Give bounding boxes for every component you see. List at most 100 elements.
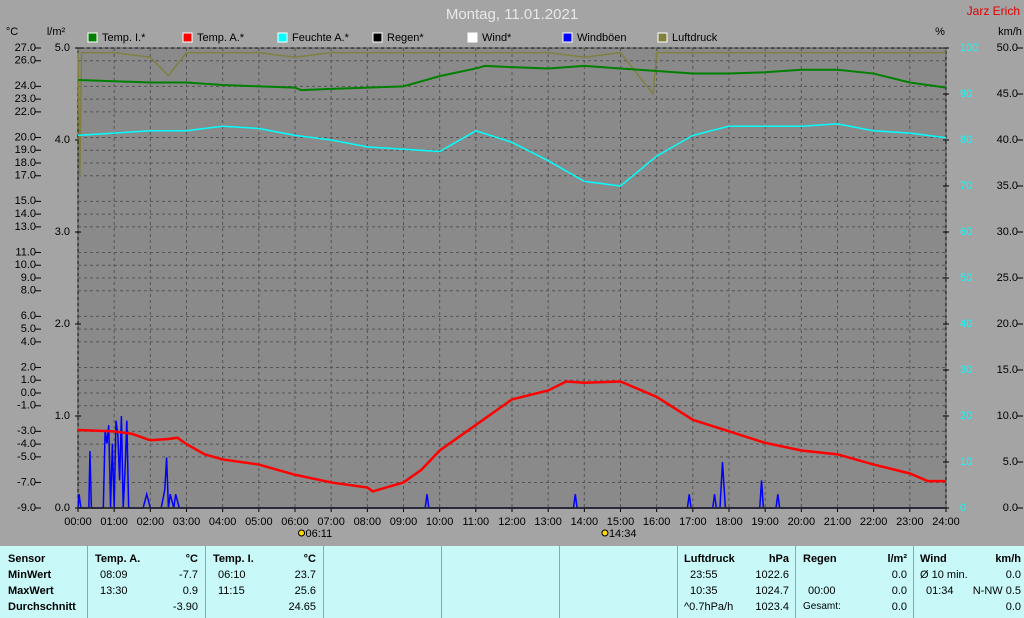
x-tick-label: 06:00 <box>281 516 309 528</box>
y-tick-label: 100 <box>960 42 978 54</box>
legend-swatch <box>372 32 383 43</box>
cell: Ø 10 min. <box>920 569 968 581</box>
x-tick-label: 19:00 <box>751 516 779 528</box>
y-tick-label: 0.0 <box>1003 502 1018 514</box>
x-tick-label: 18:00 <box>715 516 743 528</box>
y-tick-label: -7.0 <box>17 476 36 488</box>
series-line <box>77 51 946 177</box>
y-tick-label: 20.0 <box>15 131 36 143</box>
y-tick-label: 3.0 <box>55 226 70 238</box>
cell: MaxWert <box>8 585 54 597</box>
y-tick-label: 35.0 <box>997 180 1018 192</box>
cell: km/h <box>995 553 1021 565</box>
y-tick-label: 23.0 <box>15 93 36 105</box>
y-tick-label: 9.0 <box>21 272 36 284</box>
x-tick-label: 07:00 <box>317 516 345 528</box>
x-tick-label: 04:00 <box>209 516 237 528</box>
cell: 0.0 <box>891 569 907 581</box>
y-tick-label: 10.0 <box>997 410 1018 422</box>
cell: 10:35 <box>690 585 718 597</box>
cell: 0.0 <box>891 585 907 597</box>
series-line <box>77 123 947 187</box>
y-tick-label: 1.0 <box>21 374 36 386</box>
y-tick-label: 5.0 <box>21 323 36 335</box>
y-tick-label: 24.0 <box>15 80 36 92</box>
y-tick-label: -4.0 <box>17 438 36 450</box>
cell: N-NW 0.5 <box>972 585 1021 597</box>
x-tick-label: 13:00 <box>534 516 562 528</box>
separator <box>441 546 442 618</box>
cell: 23:55 <box>690 569 718 581</box>
y-tick-label: 1.0 <box>55 410 70 422</box>
separator <box>559 546 560 618</box>
cell: 08:09 <box>100 569 128 581</box>
y-tick-label: 50 <box>960 272 972 284</box>
y-tick-label: 15.0 <box>997 364 1018 376</box>
legend-swatch <box>657 32 668 43</box>
y-tick-label: 18.0 <box>15 157 36 169</box>
legend-swatch <box>87 32 98 43</box>
cell: °C <box>185 553 198 565</box>
chart: Montag, 11.01.2021 Jarz Erich 00:00 01:00… <box>5 4 1023 540</box>
x-tick-label: 10:00 <box>426 516 454 528</box>
y-tick-label: 15.0 <box>15 195 36 207</box>
y-tick-label: 0.0 <box>55 502 70 514</box>
y-tick-label: 40.0 <box>997 134 1018 146</box>
y-axis-label: °C <box>6 26 18 38</box>
cell: -7.7 <box>179 569 198 581</box>
sun-marker <box>298 529 306 537</box>
y-tick-label: 90 <box>960 88 972 100</box>
y-tick-label: -1.0 <box>17 400 36 412</box>
x-tick-label: 24:00 <box>932 516 960 528</box>
x-tick-label: 14:00 <box>571 516 599 528</box>
x-tick-label: 03:00 <box>173 516 201 528</box>
y-tick-label: 20 <box>960 410 972 422</box>
x-tick-label: 08:00 <box>354 516 382 528</box>
legend-label: Wind* <box>482 32 512 44</box>
x-tick-label: 17:00 <box>679 516 707 528</box>
cell: 13:30 <box>100 585 128 597</box>
cell: -3.90 <box>172 601 198 613</box>
cell: 25.6 <box>294 585 316 597</box>
y-tick-label: 6.0 <box>21 310 36 322</box>
cell: °C <box>303 553 316 565</box>
cell: Temp. A. <box>95 553 141 565</box>
cell: hPa <box>768 553 789 565</box>
author: Jarz Erich <box>967 4 1020 18</box>
cell: Sensor <box>8 553 46 565</box>
x-tick-label: 02:00 <box>137 516 165 528</box>
y-axis-label: l/m² <box>47 26 66 38</box>
cell: 00:00 <box>808 585 836 597</box>
cell: Wind <box>920 553 947 565</box>
cell: Temp. I. <box>213 553 254 565</box>
y-tick-label: 22.0 <box>15 106 36 118</box>
y-tick-label: 19.0 <box>15 144 36 156</box>
cell: 23.7 <box>294 569 316 581</box>
separator <box>913 546 914 618</box>
legend-label: Temp. A.* <box>197 32 245 44</box>
y-tick-label: 11.0 <box>15 246 36 258</box>
cell: 24.65 <box>288 601 316 613</box>
legend-swatch <box>277 32 288 43</box>
separator <box>323 546 324 618</box>
y-tick-label: 60 <box>960 226 972 238</box>
cell: l/m² <box>887 553 907 565</box>
y-tick-label: 17.0 <box>15 170 36 182</box>
y-tick-label: 4.0 <box>21 336 36 348</box>
cell: Durchschnitt <box>8 601 76 613</box>
y-tick-label: 13.0 <box>15 221 36 233</box>
y-tick-label: 20.0 <box>997 318 1018 330</box>
y-tick-label: -9.0 <box>17 502 36 514</box>
y-tick-label: 10.0 <box>15 259 36 271</box>
cell: 06:10 <box>218 569 246 581</box>
cell: 0.0 <box>1005 601 1021 613</box>
cell: 01:34 <box>926 585 954 597</box>
y-tick-label: 25.0 <box>997 272 1018 284</box>
x-tick-label: 22:00 <box>860 516 888 528</box>
y-tick-label: 40 <box>960 318 972 330</box>
legend-swatch <box>467 32 478 43</box>
x-tick-label: 09:00 <box>390 516 418 528</box>
y-tick-label: 0.0 <box>21 387 36 399</box>
y-tick-label: 50.0 <box>997 42 1018 54</box>
cell: 11:15 <box>218 585 245 597</box>
